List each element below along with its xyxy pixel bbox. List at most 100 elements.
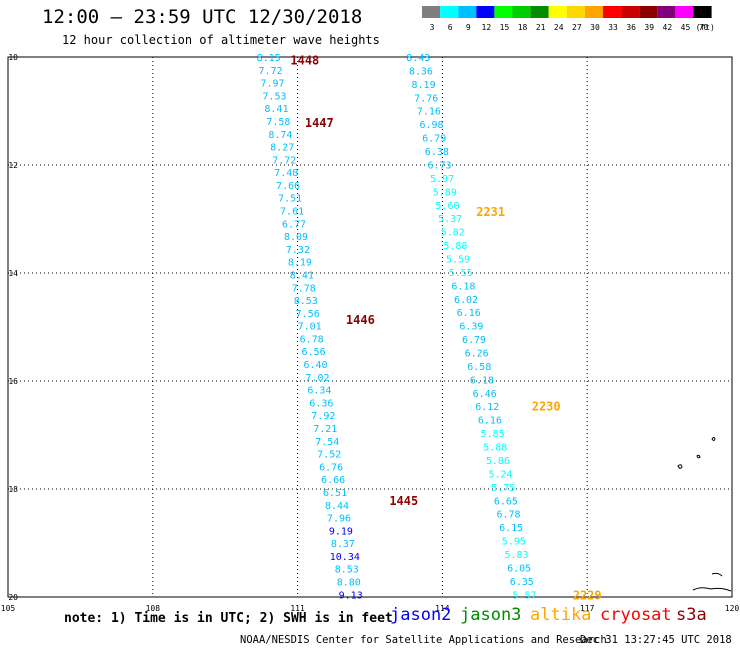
altika-swh-value: 5.57 — [512, 590, 536, 601]
altika-swh-value: 6.98 — [419, 120, 443, 131]
cryosat-swh-value: 7.32 — [286, 245, 310, 256]
altika-swh-value: 6.79 — [422, 134, 446, 145]
legend-swatch-18 — [512, 6, 531, 18]
cryosat-swh-value: 8.19 — [288, 258, 312, 269]
credit-line: NOAA/NESDIS Center for Satellite Applica… — [240, 634, 607, 646]
x-tick-label: 117 — [580, 604, 595, 613]
legend-swatch-33 — [603, 6, 622, 18]
altika-pass-time: 2230 — [532, 399, 561, 413]
cryosat-swh-value: 8.53 — [294, 296, 318, 307]
cryosat-swh-value: 7.02 — [305, 373, 329, 384]
altika-swh-value: 5.95 — [502, 537, 526, 548]
map-grid — [7, 56, 733, 598]
legend-label-70: 70 — [699, 23, 709, 32]
legend-jason3: jason3 — [460, 605, 522, 625]
y-tick-label: 16 — [8, 377, 18, 386]
legend-label-39: 39 — [644, 23, 654, 32]
x-tick-label: 114 — [435, 604, 450, 613]
legend-s3a: s3a — [676, 605, 707, 625]
cryosat-swh-value: 7.97 — [261, 79, 285, 90]
altika-swh-value: 6.18 — [451, 281, 475, 292]
cryosat-swh-value: 10.34 — [330, 552, 360, 563]
altika-swh-value: 6.16 — [478, 416, 502, 427]
cryosat-swh-value: 7.56 — [296, 309, 320, 320]
cryosat-swh-value: 7.53 — [262, 91, 286, 102]
cryosat-swh-value: 7.72 — [259, 66, 283, 77]
legend-swatch-70 — [693, 6, 712, 18]
cryosat-swh-value: 8.09 — [284, 232, 308, 243]
legend-swatch-42 — [657, 6, 676, 18]
cryosat-pass-time: 1448 — [290, 54, 319, 68]
cryosat-swh-value: 7.96 — [327, 514, 351, 525]
altika-swh-value: 6.65 — [494, 496, 518, 507]
altika-swh-value: 7.16 — [417, 107, 441, 118]
cryosat-swh-value: 6.66 — [321, 475, 345, 486]
altika-swh-value: 5.24 — [489, 469, 513, 480]
altika-swh-value: 5.85 — [481, 429, 505, 440]
map-title: 12:00 – 23:59 UTC 12/30/2018 — [42, 6, 363, 28]
axis-ticks: 105 108 111 114 117 120 10 12 14 16 18 20 — [1, 53, 740, 613]
cryosat-swh-value: 7.01 — [298, 322, 322, 333]
altika-swh-value: 6.02 — [454, 295, 478, 306]
legend-swatch-9 — [458, 6, 477, 18]
altika-swh-value: 5.97 — [430, 174, 454, 185]
legend-swatch-3 — [422, 6, 441, 18]
pass-times: 1448 1447 1446 1445 2231 2230 2229 — [290, 54, 601, 603]
legend-label-21: 21 — [536, 23, 546, 32]
legend-swatch-27 — [566, 6, 585, 18]
altika-swh-value: 6.12 — [475, 402, 499, 413]
island-outline — [711, 437, 716, 441]
cryosat-swh-value: 6.78 — [300, 334, 324, 345]
island-outline — [696, 454, 701, 459]
altika-swh-value: 5.88 — [483, 443, 507, 454]
x-tick-label: 111 — [290, 604, 305, 613]
map-frame — [7, 56, 733, 598]
x-tick-label: 108 — [146, 604, 161, 613]
legend-swatch-36 — [621, 6, 640, 18]
legend-jason2: jason2 — [390, 605, 452, 625]
legend-swatch-12 — [476, 6, 495, 18]
cryosat-swh-value: 6.56 — [302, 347, 326, 358]
legend-label-18: 18 — [518, 23, 528, 32]
legend-swatch-30 — [584, 6, 603, 18]
cryosat-swh-value: 6.76 — [319, 462, 343, 473]
cryosat-swh-value: 7.51 — [278, 194, 302, 205]
legend-unit: (ft) — [696, 23, 715, 32]
altika-swh-value: 6.39 — [459, 322, 483, 333]
altika-swh-value: 6.38 — [425, 147, 449, 158]
legend-cryosat: cryosat — [600, 605, 672, 625]
legend-label-9: 9 — [466, 23, 471, 32]
altika-swh-value: 6.18 — [470, 375, 494, 386]
altika-swh-value: 6.35 — [510, 577, 534, 588]
cryosat-swh-value: 7.61 — [280, 207, 304, 218]
altika-swh-value: 7.76 — [414, 93, 438, 104]
cryosat-pass-time: 1445 — [389, 494, 418, 508]
legend-swatch-15 — [494, 6, 513, 18]
cryosat-swh-value: 6.77 — [282, 219, 306, 230]
altika-swh-value: 5.88 — [443, 241, 467, 252]
altika-swh-value: 6.79 — [462, 335, 486, 346]
legend-label-30: 30 — [590, 23, 600, 32]
legend-label-33: 33 — [608, 23, 618, 32]
altika-swh-value: 5.59 — [446, 254, 470, 265]
cryosat-swh-value: 8.80 — [337, 578, 361, 589]
cryosat-swh-value: 7.58 — [266, 117, 290, 128]
legend-label-27: 27 — [572, 23, 582, 32]
altika-swh-value: 6.05 — [507, 563, 531, 574]
altika-swh-value: 6.78 — [496, 510, 520, 521]
cryosat-swh-value: 8.37 — [331, 539, 355, 550]
footnote: note: 1) Time is in UTC; 2) SWH is in fe… — [64, 611, 393, 626]
legend-altika: altika — [530, 605, 592, 625]
altika-swh-value: 6.58 — [467, 362, 491, 373]
island-outline — [677, 464, 683, 469]
x-tick-label: 105 — [1, 604, 16, 613]
cryosat-swh-value: 8.74 — [268, 130, 292, 141]
legend-label-36: 36 — [626, 23, 636, 32]
altika-swh-value: 5.55 — [449, 268, 473, 279]
y-tick-label: 12 — [8, 161, 18, 170]
y-tick-label: 14 — [8, 269, 18, 278]
legend-swatch-45 — [675, 6, 694, 18]
legend-label-45: 45 — [681, 23, 691, 32]
altika-swh-value: 8.43 — [406, 53, 430, 64]
